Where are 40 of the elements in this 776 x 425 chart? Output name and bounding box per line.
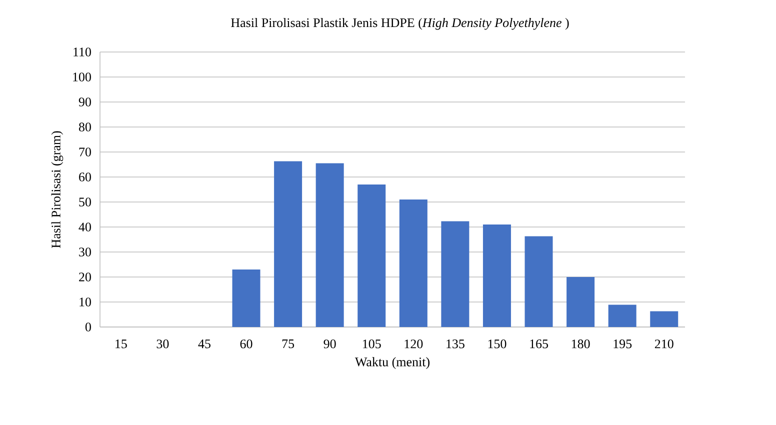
y-tick-label: 70 bbox=[79, 148, 91, 156]
x-tick-label: 60 bbox=[240, 340, 252, 348]
x-tick-label: 30 bbox=[156, 340, 169, 348]
bar bbox=[274, 161, 302, 327]
y-tick-label: 20 bbox=[79, 272, 91, 282]
x-tick-label: 135 bbox=[446, 340, 464, 348]
bar bbox=[316, 163, 344, 327]
y-tick-label: 60 bbox=[79, 172, 91, 182]
bar bbox=[608, 304, 636, 327]
x-tick-label: 45 bbox=[198, 340, 210, 348]
y-tick-label: 40 bbox=[78, 222, 91, 232]
y-tick-label: 80 bbox=[78, 122, 91, 132]
x-tick-label: 120 bbox=[404, 340, 423, 348]
y-tick-label: 110 bbox=[74, 48, 91, 56]
bar bbox=[566, 277, 595, 327]
x-tick-label: 75 bbox=[282, 340, 294, 348]
y-tick-label: 50 bbox=[79, 198, 91, 206]
bar bbox=[524, 236, 553, 327]
y-tick-label: 90 bbox=[78, 98, 91, 106]
x-tick-label: 150 bbox=[488, 340, 506, 348]
x-tick-label: 90 bbox=[324, 340, 336, 348]
bar bbox=[399, 199, 428, 327]
bar bbox=[232, 270, 260, 327]
x-tick-label: 180 bbox=[572, 340, 590, 348]
y-axis-title: Hasil Pirolisasi (gram) bbox=[51, 131, 64, 248]
bar bbox=[441, 221, 470, 327]
x-tick-label: 210 bbox=[654, 340, 674, 348]
y-tick-label: 100 bbox=[73, 72, 91, 82]
bar bbox=[482, 224, 511, 327]
y-tick-label: 10 bbox=[80, 298, 91, 306]
y-tick-label: 0 bbox=[85, 322, 91, 332]
x-tick-label: 165 bbox=[530, 340, 548, 348]
x-axis-title: Waktu (menit) bbox=[354, 357, 430, 369]
x-tick-label: 195 bbox=[614, 340, 632, 348]
x-tick-label: 15 bbox=[116, 340, 127, 348]
bar bbox=[650, 311, 678, 327]
chart-title: Hasil Pirolisasi Plastik Jenis HDPE (High Density Polyethylene ) bbox=[231, 18, 569, 30]
bar bbox=[358, 184, 386, 327]
x-tick-label: 105 bbox=[363, 340, 381, 348]
y-tick-label: 30 bbox=[79, 248, 91, 256]
